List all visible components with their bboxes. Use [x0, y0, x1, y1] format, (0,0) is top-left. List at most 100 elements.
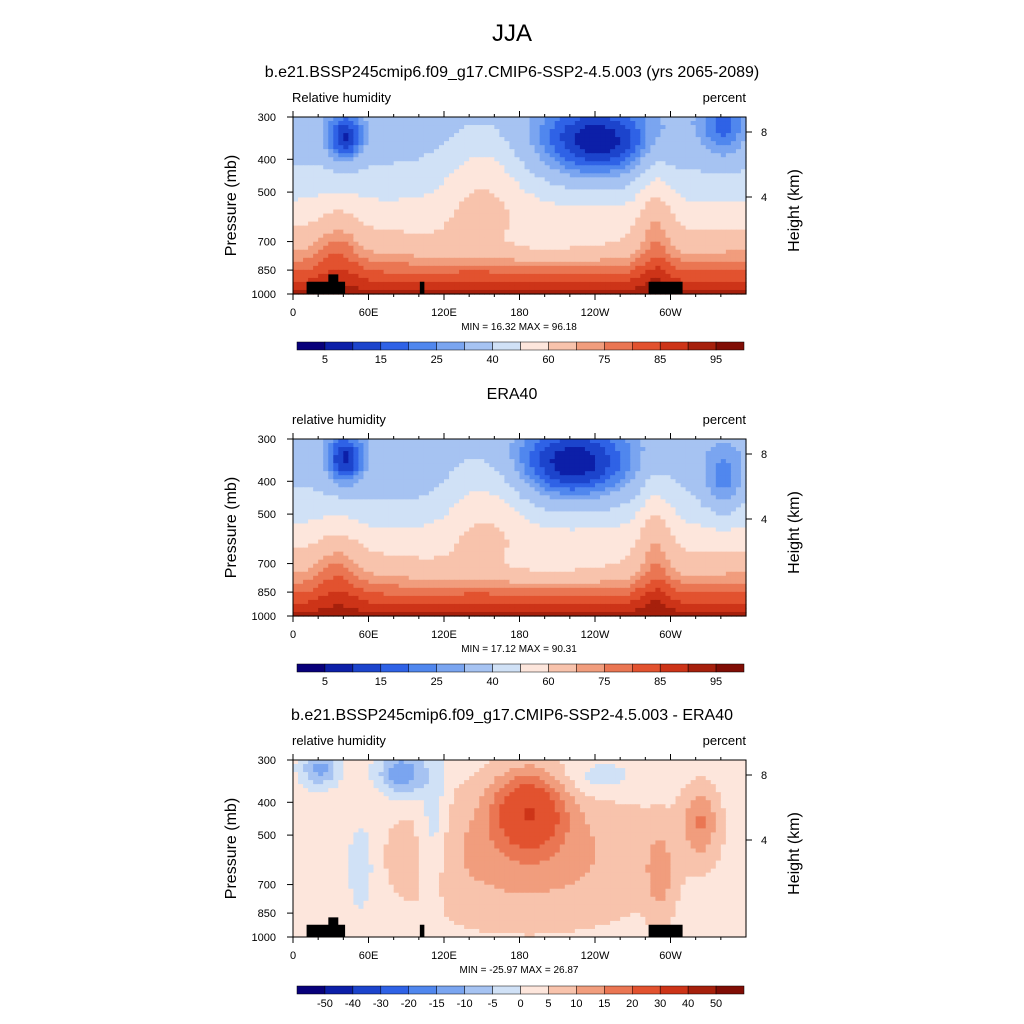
- contour-cell: [600, 141, 606, 146]
- contour-cell: [474, 173, 480, 178]
- contour-cell: [484, 137, 490, 142]
- contour-cell: [670, 273, 677, 279]
- contour-cell: [519, 201, 526, 207]
- contour-cell: [645, 153, 651, 158]
- contour-cell: [595, 281, 601, 287]
- contour-cell: [333, 177, 339, 182]
- contour-cell: [645, 459, 651, 464]
- contour-cell: [298, 277, 304, 283]
- contour-cell: [549, 153, 556, 158]
- contour-cell: [685, 117, 692, 122]
- contour-cell: [554, 241, 561, 247]
- contour-cell: [303, 153, 309, 158]
- contour-cell: [298, 439, 304, 444]
- contour-cell: [605, 117, 611, 122]
- contour-cell: [589, 201, 596, 207]
- contour-cell: [595, 153, 601, 158]
- contour-cell: [600, 137, 606, 142]
- contour-cell: [554, 289, 561, 295]
- contour-cell: [589, 153, 596, 158]
- contour-cell: [338, 181, 344, 186]
- contour-cell: [655, 253, 662, 259]
- contour-cell: [630, 471, 636, 476]
- contour-cell: [725, 125, 732, 130]
- contour-cell: [625, 205, 631, 211]
- contour-cell: [529, 185, 536, 191]
- contour-cell: [489, 197, 495, 203]
- contour-cell: [615, 229, 621, 235]
- contour-cell: [710, 289, 717, 295]
- contour-cell: [514, 185, 521, 191]
- contour-cell: [680, 117, 687, 122]
- contour-cell: [323, 245, 329, 251]
- contour-cell: [378, 467, 385, 472]
- contour-cell: [298, 217, 304, 223]
- contour-cell: [373, 161, 380, 166]
- contour-cell: [564, 133, 571, 138]
- contour-cell: [610, 475, 616, 480]
- contour-cell: [338, 479, 344, 484]
- contour-cell: [428, 245, 435, 251]
- contour-cell: [610, 265, 616, 271]
- contour-cell: [413, 281, 420, 287]
- contour-cell: [584, 185, 591, 191]
- contour-cell: [544, 269, 551, 275]
- contour-cell: [574, 241, 581, 247]
- contour-cell: [474, 455, 480, 460]
- contour-cell: [353, 451, 360, 456]
- contour-cell: [645, 185, 651, 191]
- contour-cell: [700, 269, 707, 275]
- contour-cell: [705, 241, 712, 247]
- contour-cell: [338, 193, 344, 199]
- contour-cell: [569, 217, 576, 223]
- contour-cell: [479, 201, 485, 207]
- contour-cell: [494, 213, 500, 219]
- contour-cell: [574, 269, 581, 275]
- contour-cell: [368, 129, 375, 134]
- contour-cell: [423, 467, 430, 472]
- contour-cell: [504, 117, 511, 122]
- contour-cell: [715, 197, 722, 203]
- contour-cell: [589, 289, 596, 295]
- contour-cell: [595, 451, 601, 456]
- contour-cell: [318, 165, 324, 170]
- contour-cell: [589, 185, 596, 191]
- contour-cell: [353, 169, 360, 174]
- contour-cell: [740, 149, 747, 154]
- contour-cell: [449, 229, 455, 235]
- contour-cell: [398, 269, 405, 275]
- contour-cell: [348, 289, 354, 295]
- contour-cell: [720, 221, 727, 227]
- contour-cell: [595, 229, 601, 235]
- y-tick-label: 300: [258, 112, 276, 124]
- contour-cell: [579, 285, 586, 291]
- contour-cell: [670, 233, 677, 239]
- contour-cell: [564, 177, 571, 182]
- contour-cell: [408, 261, 415, 267]
- contour-cell: [725, 463, 732, 468]
- contour-cell: [569, 193, 576, 199]
- contour-cell: [655, 265, 662, 271]
- contour-cell: [740, 471, 747, 476]
- contour-cell: [499, 185, 505, 191]
- contour-cell: [318, 169, 324, 174]
- contour-cell: [449, 233, 455, 239]
- contour-cell: [630, 467, 636, 472]
- contour-cell: [529, 121, 536, 126]
- contour-cell: [358, 217, 365, 223]
- contour-cell: [600, 269, 606, 275]
- contour-cell: [579, 205, 586, 211]
- contour-cell: [640, 165, 646, 170]
- contour-cell: [474, 213, 480, 219]
- contour-cell: [494, 157, 500, 162]
- contour-cell: [705, 443, 712, 448]
- contour-cell: [655, 145, 662, 150]
- contour-cell: [363, 277, 370, 283]
- contour-cell: [338, 121, 344, 126]
- contour-cell: [529, 165, 536, 170]
- contour-cell: [554, 117, 561, 122]
- contour-cell: [499, 149, 505, 154]
- contour-cell: [454, 177, 460, 182]
- contour-cell: [313, 459, 319, 464]
- contour-cell: [584, 209, 591, 215]
